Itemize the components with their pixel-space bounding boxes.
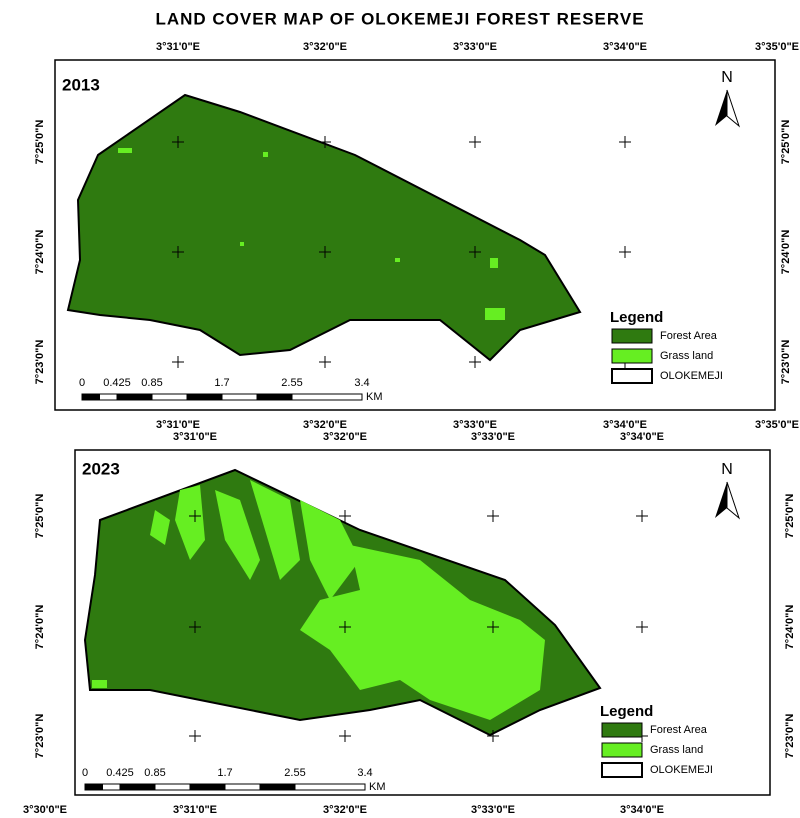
longitude-label: 3°33'0"E <box>471 804 515 816</box>
longitude-label: 3°33'0"E <box>453 419 497 431</box>
longitude-label: 3°34'0"E <box>620 431 664 443</box>
longitude-label: 3°32'0"E <box>323 431 367 443</box>
latitude-label: 7°23'0"N <box>784 714 796 759</box>
year-label: 2023 <box>82 459 120 478</box>
latitude-label: 7°24'0"N <box>34 230 46 275</box>
legend-swatch <box>612 369 652 383</box>
legend-label: Forest Area <box>660 330 718 342</box>
scale-bar-segment <box>187 394 222 400</box>
scale-bar-segment <box>292 394 362 400</box>
legend-title: Legend <box>600 703 653 720</box>
scale-label: 0.425 <box>103 377 131 389</box>
legend-label: Grass land <box>660 350 713 362</box>
scale-bar-segment <box>82 394 100 400</box>
scale-label: 3.4 <box>357 767 372 779</box>
longitude-label: 3°31'0"E <box>173 804 217 816</box>
map-figure: LAND COVER MAP OF OLOKEMEJI FOREST RESER… <box>0 0 800 818</box>
north-letter: N <box>721 461 733 478</box>
scale-bar-segment <box>260 784 295 790</box>
scale-label: 0.425 <box>106 767 134 779</box>
latitude-label: 7°24'0"N <box>34 605 46 650</box>
legend-label: Grass land <box>650 744 703 756</box>
longitude-label: 3°34'0"E <box>603 419 647 431</box>
scale-bar-segment <box>117 394 152 400</box>
latitude-label: 7°24'0"N <box>784 605 796 650</box>
legend-label: OLOKEMEJI <box>650 764 713 776</box>
longitude-label: 3°35'0"E <box>755 419 799 431</box>
north-letter: N <box>721 69 733 86</box>
latitude-label: 7°25'0"N <box>34 120 46 165</box>
scale-label: 0 <box>82 767 88 779</box>
scale-bar-segment <box>257 394 292 400</box>
scale-unit: KM <box>369 781 386 793</box>
scale-bar-segment <box>103 784 121 790</box>
legend-swatch <box>612 349 652 363</box>
scale-bar-segment <box>295 784 365 790</box>
scale-label: 1.7 <box>214 377 229 389</box>
legend-label: OLOKEMEJI <box>660 370 723 382</box>
scale-label: 3.4 <box>354 377 369 389</box>
scale-bar-segment <box>155 784 190 790</box>
scale-label: 2.55 <box>281 377 302 389</box>
map-title: LAND COVER MAP OF OLOKEMEJI FOREST RESER… <box>155 9 644 28</box>
latitude-label: 7°23'0"N <box>34 714 46 759</box>
latitude-label: 7°25'0"N <box>784 494 796 539</box>
longitude-label: 3°33'0"E <box>471 431 515 443</box>
longitude-label: 3°33'0"E <box>453 41 497 53</box>
legend-label: Forest Area <box>650 724 708 736</box>
scale-bar-segment <box>222 394 257 400</box>
longitude-label: 3°31'0"E <box>156 41 200 53</box>
scale-bar-segment <box>190 784 225 790</box>
legend-swatch <box>602 763 642 777</box>
scale-bar-segment <box>120 784 155 790</box>
latitude-label: 7°23'0"N <box>780 340 792 385</box>
scale-label: 0.85 <box>144 767 165 779</box>
scale-label: 2.55 <box>284 767 305 779</box>
longitude-label: 3°32'0"E <box>323 804 367 816</box>
longitude-label: 3°32'0"E <box>303 419 347 431</box>
longitude-label: 3°30'0"E <box>23 804 67 816</box>
longitude-label: 3°34'0"E <box>603 41 647 53</box>
scale-bar-segment <box>100 394 118 400</box>
scale-unit: KM <box>366 391 383 403</box>
legend-swatch <box>612 329 652 343</box>
longitude-label: 3°35'0"E <box>755 41 799 53</box>
scale-label: 0.85 <box>141 377 162 389</box>
scale-bar-segment <box>152 394 187 400</box>
latitude-label: 7°25'0"N <box>34 494 46 539</box>
scale-bar-segment <box>225 784 260 790</box>
latitude-label: 7°24'0"N <box>780 230 792 275</box>
legend-title: Legend <box>610 309 663 326</box>
longitude-label: 3°32'0"E <box>303 41 347 53</box>
latitude-label: 7°23'0"N <box>34 340 46 385</box>
scale-label: 1.7 <box>217 767 232 779</box>
scale-bar-segment <box>85 784 103 790</box>
latitude-label: 7°25'0"N <box>780 120 792 165</box>
year-label: 2013 <box>62 75 100 94</box>
longitude-label: 3°31'0"E <box>173 431 217 443</box>
legend-swatch <box>602 743 642 757</box>
scale-label: 0 <box>79 377 85 389</box>
legend-swatch <box>602 723 642 737</box>
longitude-label: 3°31'0"E <box>156 419 200 431</box>
longitude-label: 3°34'0"E <box>620 804 664 816</box>
